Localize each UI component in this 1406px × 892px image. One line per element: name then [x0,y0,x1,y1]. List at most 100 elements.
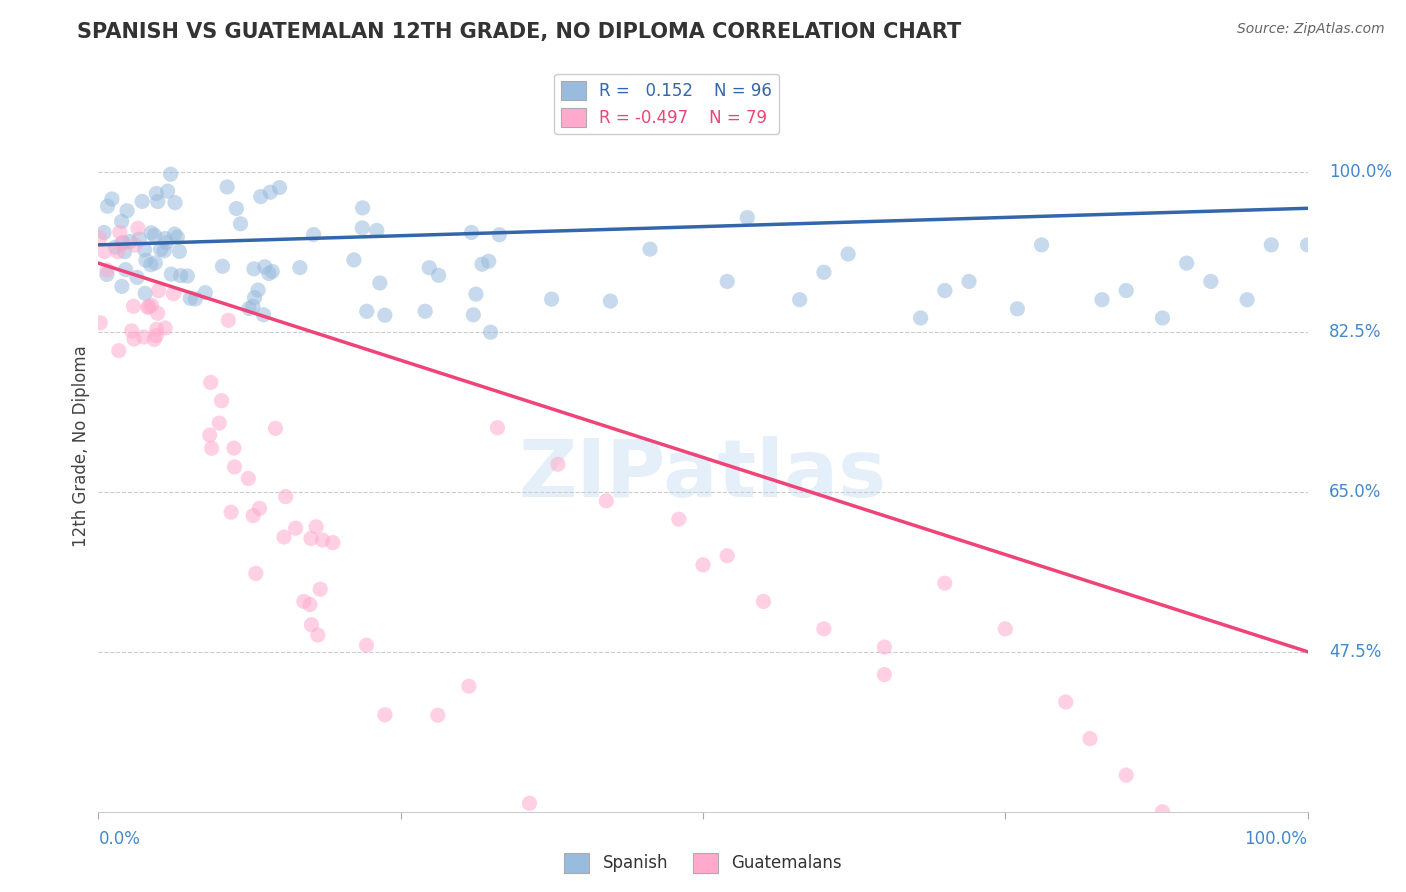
Point [934,284,956,298]
Point [305,520,328,534]
Point [146,306,169,320]
Point [146,194,169,209]
Point [249,501,271,516]
Point [153,231,176,245]
Point [322,535,344,549]
Point [463,308,485,322]
Point [243,291,266,305]
Point [162,286,184,301]
Point [264,421,287,435]
Point [238,471,260,485]
Point [108,343,131,358]
Point [89,316,111,330]
Point [160,267,183,281]
Point [478,254,501,268]
Point [224,459,246,474]
Point [873,640,896,655]
Point [873,667,896,681]
Point [910,311,932,326]
Point [486,421,509,435]
Point [217,313,239,327]
Text: 65.0%: 65.0% [1329,483,1382,500]
Point [934,576,956,591]
Point [145,328,167,343]
Point [198,428,221,442]
Point [599,294,621,309]
Point [1054,695,1077,709]
Point [1115,284,1137,298]
Point [242,299,264,313]
Point [352,201,374,215]
Point [457,679,479,693]
Point [352,221,374,235]
Point [128,232,150,246]
Point [1199,860,1222,874]
Point [219,505,242,519]
Point [274,490,297,504]
Point [1152,805,1174,819]
Point [460,226,482,240]
Point [245,566,267,581]
Point [107,244,129,259]
Point [752,594,775,608]
Point [141,226,163,240]
Text: 0.0%: 0.0% [98,830,141,848]
Point [547,457,569,471]
Point [111,279,134,293]
Point [298,598,321,612]
Text: ZIPatlas: ZIPatlas [519,436,887,515]
Point [141,298,163,312]
Point [374,308,396,322]
Point [813,622,835,636]
Point [302,227,325,242]
Point [366,223,388,237]
Point [288,260,311,275]
Point [217,180,239,194]
Point [301,617,323,632]
Point [122,299,145,313]
Point [519,797,541,811]
Point [156,235,179,250]
Point [269,180,291,194]
Point [138,300,160,314]
Point [1091,293,1114,307]
Point [1007,301,1029,316]
Point [1152,311,1174,326]
Point [1175,256,1198,270]
Point [159,167,181,181]
Point [118,235,141,249]
Point [957,274,980,288]
Point [1260,238,1282,252]
Point [222,441,245,455]
Point [716,549,738,563]
Point [108,226,131,240]
Point [1078,731,1101,746]
Point [249,189,271,203]
Point [813,265,835,279]
Point [253,260,276,274]
Point [211,393,233,408]
Point [716,274,738,288]
Point [238,301,260,316]
Point [284,521,307,535]
Point [143,256,166,270]
Point [96,199,118,213]
Point [201,442,224,456]
Point [356,304,378,318]
Point [540,292,562,306]
Point [262,264,284,278]
Legend: Spanish, Guatemalans: Spanish, Guatemalans [557,847,849,880]
Point [149,243,172,257]
Point [179,291,201,305]
Point [148,284,170,298]
Point [1236,293,1258,307]
Point [242,508,264,523]
Point [127,221,149,235]
Point [837,247,859,261]
Point [471,257,494,271]
Point [122,332,145,346]
Point [111,214,134,228]
Point [1115,768,1137,782]
Point [595,494,617,508]
Point [135,253,157,268]
